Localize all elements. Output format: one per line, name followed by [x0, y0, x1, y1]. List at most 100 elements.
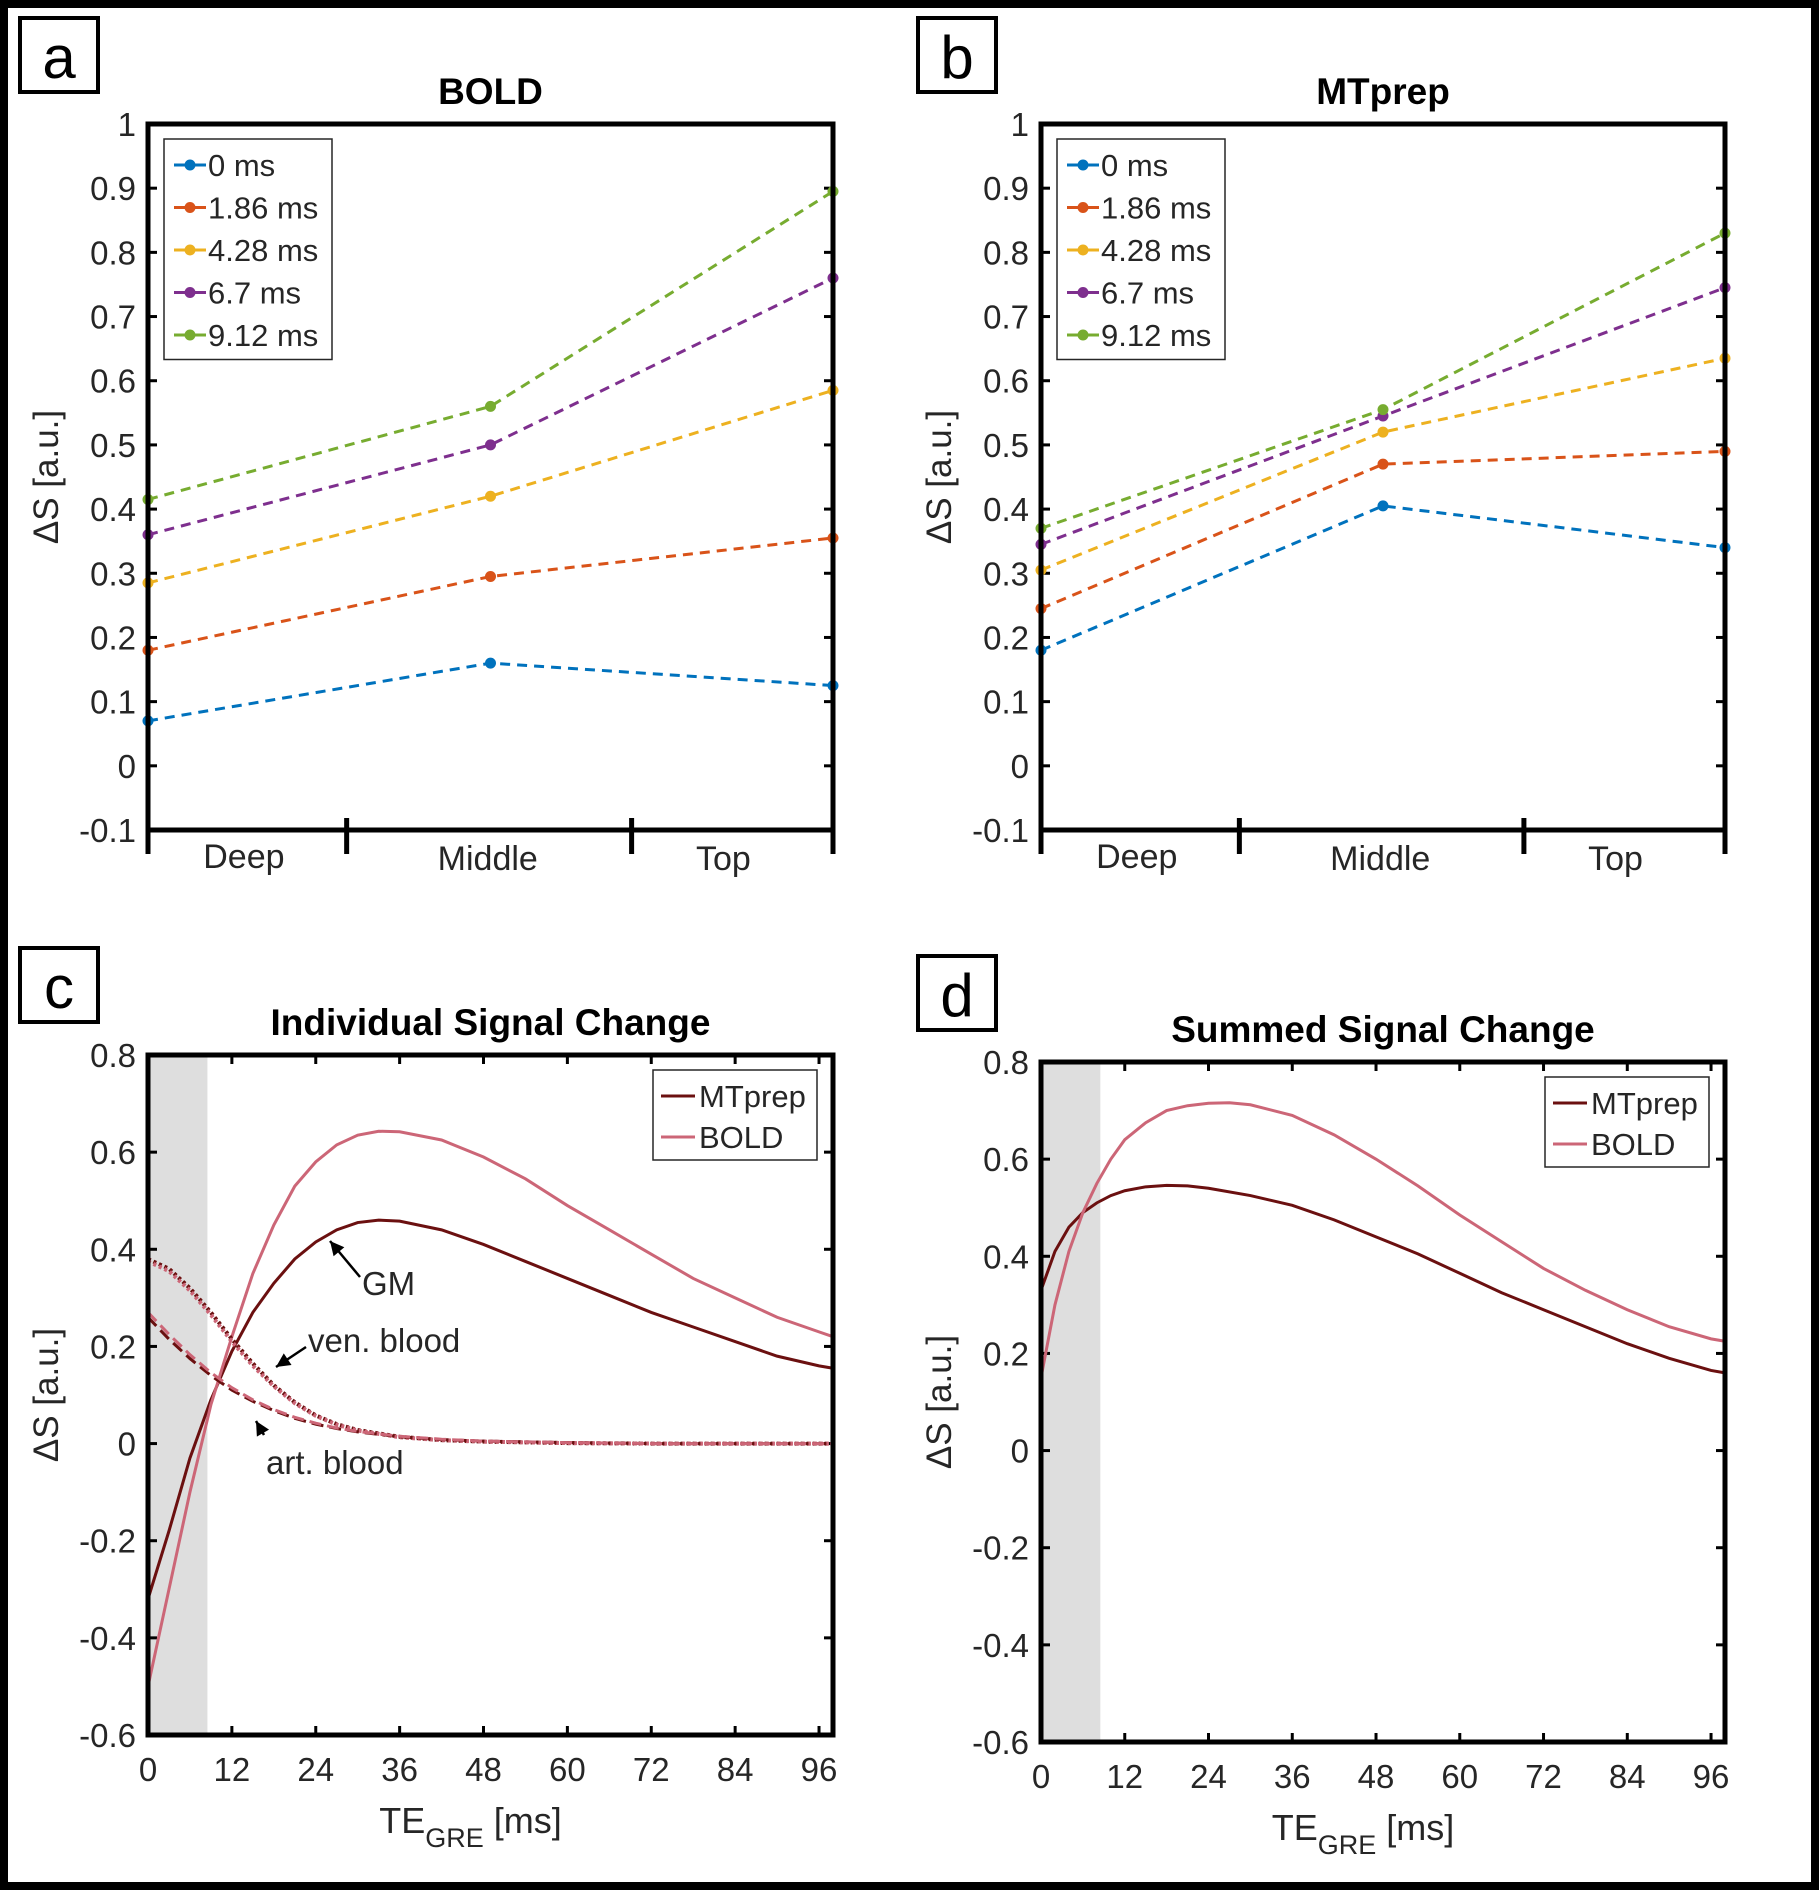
- legend-marker: [184, 159, 196, 171]
- y-tick-label: -0.1: [79, 812, 136, 849]
- legend-label: 1.86 ms: [208, 191, 318, 226]
- y-axis-label: ΔS [a.u.]: [27, 410, 66, 544]
- legend-label: 6.7 ms: [208, 276, 301, 311]
- legend-marker: [1077, 202, 1089, 213]
- y-tick-label: 0.6: [90, 1134, 136, 1171]
- y-tick-label: 0.2: [983, 1335, 1029, 1372]
- y-tick-label: 0.8: [983, 1044, 1029, 1081]
- series-curve: [146, 1311, 833, 1446]
- shaded-region: [148, 1055, 208, 1735]
- legend-label: 0 ms: [208, 148, 275, 183]
- annotation-label: ven. blood: [308, 1322, 460, 1359]
- y-tick-label: 0.4: [983, 1238, 1029, 1275]
- y-axis-label: ΔS [a.u.]: [920, 1335, 959, 1469]
- legend-label: 1.86 ms: [1101, 191, 1211, 226]
- legend-label: MTprep: [1591, 1086, 1698, 1121]
- y-tick-label: 0: [118, 1426, 136, 1463]
- panel-d: d Summed Signal Change -0.6 -0.4 -0.2 0 0.2 0.4…: [916, 954, 1730, 1860]
- data-point: [1377, 404, 1389, 416]
- legend-marker: [184, 329, 196, 341]
- data-point: [485, 490, 496, 502]
- axes-box: [1038, 1059, 1728, 1745]
- y-tick-label: 0.9: [983, 170, 1029, 207]
- x-tick-label: 72: [633, 1751, 670, 1788]
- panel-letter-box: [916, 16, 998, 94]
- legend-marker: [184, 244, 196, 256]
- y-tick-label: 1: [1011, 106, 1029, 143]
- panel-letter: a: [42, 24, 76, 91]
- y-tick-label: 0.2: [90, 619, 136, 656]
- axes-box: [145, 1052, 836, 1738]
- y-tick-label: 0.8: [90, 1037, 136, 1074]
- x-category-label: Deep: [1096, 838, 1177, 876]
- panel-letter-box: [916, 954, 998, 1032]
- series-line: [147, 661, 834, 723]
- x-category-label: Middle: [438, 840, 538, 878]
- series-curve: [1039, 1101, 1726, 1378]
- y-tick-label: -0.2: [972, 1530, 1029, 1567]
- legend-marker: [1077, 159, 1089, 171]
- y-tick-label: 1: [118, 106, 136, 143]
- data-point: [485, 657, 496, 669]
- annotation-label: GM: [362, 1265, 415, 1302]
- y-tick-label: 0.4: [983, 491, 1029, 528]
- y-tick-label: 0: [1011, 1433, 1029, 1470]
- y-tick-label: 0.7: [90, 299, 136, 336]
- y-tick-label: 0.6: [983, 363, 1029, 400]
- y-tick-label: 0.6: [983, 1141, 1029, 1178]
- y-tick-label: 0.2: [90, 1328, 136, 1365]
- legend-marker: [184, 287, 196, 298]
- shaded-region: [1041, 1062, 1101, 1742]
- series-curve: [1039, 1183, 1726, 1375]
- x-axis-label-sub: GRE: [425, 1823, 484, 1853]
- series-line: [1040, 504, 1726, 652]
- chart-title: Individual Signal Change: [271, 1002, 711, 1043]
- x-tick-label: 24: [297, 1751, 334, 1788]
- legend-box: [1544, 1076, 1710, 1168]
- panel-letter-box: [18, 16, 100, 94]
- y-tick-label: -0.6: [79, 1717, 136, 1754]
- legend-label: 0 ms: [1101, 148, 1168, 183]
- legend-marker: [1077, 287, 1089, 298]
- x-tick-label: 0: [139, 1751, 157, 1788]
- legend-label: 6.7 ms: [1101, 276, 1194, 311]
- y-tick-label: -0.6: [972, 1724, 1029, 1761]
- x-axis-label-unit: [ms]: [484, 1800, 562, 1841]
- annotation-arrowhead: [256, 1421, 270, 1437]
- x-tick-label: 60: [1441, 1758, 1478, 1795]
- panel-letter: c: [44, 954, 74, 1021]
- x-axis-label-main: TE: [1272, 1807, 1318, 1848]
- y-tick-label: 0: [118, 748, 136, 785]
- series-curve: [147, 1259, 833, 1446]
- panel-c: c Individual Signal Change -0.6 -0.4 -0.2 0 0.…: [18, 946, 837, 1853]
- y-tick-label: 0.1: [983, 684, 1029, 721]
- legend-box: [652, 1069, 818, 1161]
- y-tick-label: -0.1: [972, 812, 1029, 849]
- legend-label: 9.12 ms: [1101, 318, 1211, 353]
- chart-title: BOLD: [438, 71, 543, 112]
- y-tick-label: 0: [1011, 748, 1029, 785]
- x-tick-label: 24: [1190, 1758, 1227, 1795]
- y-tick-label: 0.5: [983, 427, 1029, 464]
- legend-marker: [184, 202, 196, 213]
- x-axis-label-sub: GRE: [1318, 1830, 1377, 1860]
- series-line: [147, 388, 834, 585]
- legend-label: 9.12 ms: [208, 318, 318, 353]
- y-tick-label: 0.3: [90, 555, 136, 592]
- x-category-label: Top: [1588, 840, 1643, 878]
- y-tick-label: 0.6: [90, 363, 136, 400]
- panel-letter: b: [940, 24, 973, 91]
- x-tick-label: 84: [717, 1751, 754, 1788]
- y-tick-label: 0.7: [983, 299, 1029, 336]
- series-line: [1040, 449, 1726, 610]
- y-tick-label: 0.4: [90, 491, 136, 528]
- series-curve: [146, 1316, 833, 1446]
- y-tick-label: 0.9: [90, 170, 136, 207]
- x-tick-label: 96: [1693, 1758, 1730, 1795]
- x-tick-label: 48: [1358, 1758, 1395, 1795]
- y-tick-label: 0.1: [90, 684, 136, 721]
- panel-letter: d: [940, 962, 973, 1029]
- y-tick-label: 0.2: [983, 619, 1029, 656]
- y-tick-label: 0.4: [90, 1231, 136, 1268]
